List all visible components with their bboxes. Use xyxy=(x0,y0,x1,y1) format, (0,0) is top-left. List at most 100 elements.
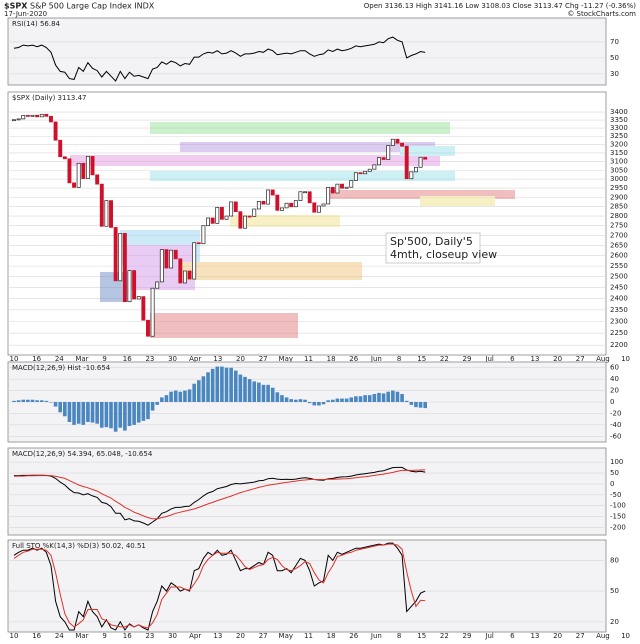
bar xyxy=(284,397,289,402)
x-tick-label: 10 xyxy=(10,355,19,363)
x-tick-label: 26 xyxy=(349,632,358,640)
bar xyxy=(298,399,303,402)
y-tick-label: -200 xyxy=(610,523,626,531)
x-tick-label: 20 xyxy=(553,355,562,363)
support-zones xyxy=(70,122,515,338)
candle xyxy=(118,232,123,282)
y-tick-label: 2500 xyxy=(610,273,628,281)
bar xyxy=(414,402,418,408)
candle xyxy=(275,194,280,211)
zone xyxy=(150,313,298,338)
date: 17-Jun-2020 xyxy=(4,10,47,18)
candle xyxy=(413,166,418,173)
candle xyxy=(307,191,312,204)
panel-title: Full STO %K(14,3) %D(3) 50.02, 40.51 xyxy=(12,542,146,550)
symbol-name: S&P 500 Large Cap Index INDX xyxy=(30,2,155,11)
candle xyxy=(201,225,206,245)
bar xyxy=(90,402,95,423)
candle xyxy=(261,200,266,205)
panel xyxy=(7,447,607,536)
panel-title: $SPX (Daily) 3113.47 xyxy=(12,94,86,102)
symbol: $SPX xyxy=(4,2,28,11)
candle xyxy=(423,156,428,160)
candle xyxy=(159,249,164,283)
bar xyxy=(81,402,86,425)
y-tick-label: 30 xyxy=(610,70,619,78)
annotation: Sp'500, Daily'5 xyxy=(390,235,473,248)
candle xyxy=(210,217,215,224)
y-tick-label: 3400 xyxy=(610,108,628,116)
candle xyxy=(390,138,395,146)
x-tick-label: Apr xyxy=(189,355,201,363)
y-tick-label: 3200 xyxy=(610,141,628,149)
bar xyxy=(150,402,155,411)
candle xyxy=(326,187,331,205)
bar xyxy=(206,372,210,402)
x-tick-label: 24 xyxy=(55,355,64,363)
y-tick-label: 2750 xyxy=(610,222,628,230)
candle xyxy=(173,249,178,260)
candle xyxy=(25,115,30,117)
bar xyxy=(164,395,169,402)
candle xyxy=(99,183,104,227)
candle xyxy=(141,296,146,321)
y-tick-label: 50 xyxy=(610,54,619,62)
y-tick-label: 2900 xyxy=(610,193,628,201)
y-tick-label: 2600 xyxy=(610,252,628,260)
x-tick-label: 6 xyxy=(510,632,515,640)
x-tick-label: 13 xyxy=(530,632,539,640)
y-tick-label: 50 xyxy=(610,587,619,595)
y-tick-label: 80 xyxy=(610,556,619,564)
bar xyxy=(35,400,39,402)
bar xyxy=(372,394,377,402)
x-tick-label: Aug xyxy=(596,632,610,640)
bar xyxy=(367,395,372,402)
line xyxy=(13,469,426,520)
candle xyxy=(206,217,210,227)
panel xyxy=(7,539,607,633)
bar xyxy=(160,397,164,402)
candle xyxy=(330,187,335,194)
candle xyxy=(44,113,49,117)
y-tick-label: 60 xyxy=(610,364,619,372)
candle xyxy=(381,157,386,160)
panel-title: MACD(12,26,9) Hist -10.654 xyxy=(12,364,111,372)
candle xyxy=(312,202,317,213)
y-tick-label: 3350 xyxy=(610,116,628,124)
x-tick-label: 22 xyxy=(440,632,449,640)
candle xyxy=(95,174,100,185)
x-tick-label: 18 xyxy=(327,632,336,640)
bar xyxy=(210,368,215,402)
x-tick-label: 13 xyxy=(530,355,539,363)
bar xyxy=(418,402,423,408)
x-tick-label: 6 xyxy=(510,355,515,363)
bar xyxy=(16,400,21,402)
y-tick-label: -50 xyxy=(610,491,621,499)
candle xyxy=(215,206,220,224)
zone xyxy=(230,215,340,227)
y-tick-label: 3000 xyxy=(610,175,628,183)
bar xyxy=(317,402,321,406)
bar xyxy=(58,402,62,413)
bar xyxy=(113,402,118,432)
x-tick-label: 16 xyxy=(32,632,41,640)
candle xyxy=(104,200,109,227)
y-tick-label: 40 xyxy=(610,375,619,383)
x-tick-label: 27 xyxy=(259,632,268,640)
candle xyxy=(224,215,229,220)
x-tick-label: 8 xyxy=(397,632,401,640)
candle xyxy=(372,164,377,170)
candle xyxy=(340,183,344,189)
candle xyxy=(39,113,44,118)
line xyxy=(14,466,426,526)
candle xyxy=(243,215,247,229)
x-tick-label: 15 xyxy=(417,632,426,640)
y-tick-label: -20 xyxy=(610,409,621,417)
x-tick-label: 29 xyxy=(463,355,472,363)
candle xyxy=(192,242,197,280)
bar xyxy=(358,396,363,402)
candle xyxy=(72,182,77,188)
candle xyxy=(53,121,58,141)
candle xyxy=(113,227,118,282)
